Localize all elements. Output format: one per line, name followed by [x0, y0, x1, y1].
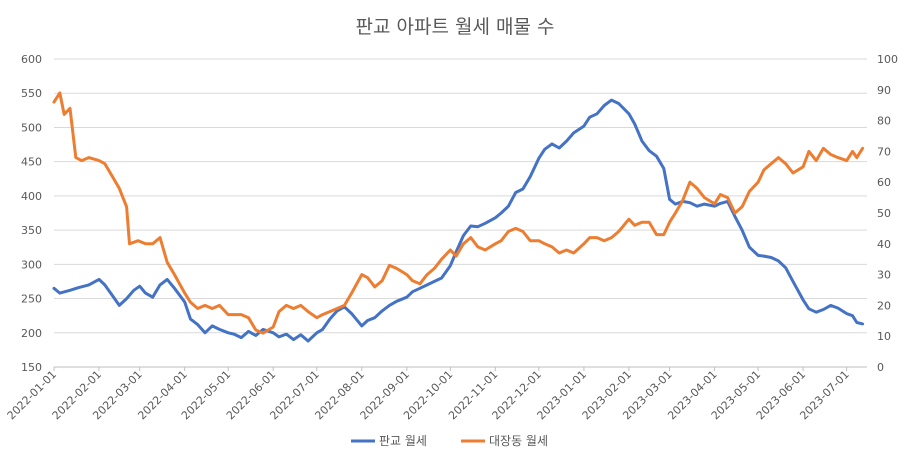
legend-label-1: 판교 월세: [379, 434, 427, 448]
right-y-tick-label: 30: [877, 269, 891, 282]
series-lines: [52, 91, 865, 343]
legend-label-2: 대장동 월세: [489, 434, 548, 448]
right-y-tick-label: 10: [877, 330, 891, 343]
right-y-tick-label: 60: [877, 176, 891, 189]
right-y-tick-label: 20: [877, 299, 891, 312]
left-axis-ticks: 150 200 250 300 350 400 450 500 550 600: [21, 53, 42, 374]
grid-lines: [54, 58, 867, 368]
left-y-tick-label: 150: [21, 361, 42, 374]
right-y-tick-label: 80: [877, 115, 891, 128]
left-y-tick-label: 450: [21, 156, 42, 169]
legend: 판교 월세 대장동 월세: [351, 434, 548, 448]
right-y-tick-label: 70: [877, 145, 891, 158]
right-y-tick-label: 90: [877, 84, 891, 97]
left-y-tick-label: 350: [21, 224, 42, 237]
left-y-tick-label: 500: [21, 121, 42, 134]
chart-title: 판교 아파트 월세 매물 수: [355, 16, 555, 38]
left-y-tick-label: 550: [21, 87, 42, 100]
series-line-1: [52, 98, 865, 343]
right-y-tick-label: 0: [877, 361, 884, 374]
left-y-tick-label: 600: [21, 53, 42, 66]
left-y-tick-label: 250: [21, 293, 42, 306]
left-y-tick-label: 400: [21, 190, 42, 203]
x-axis-ticks: 2022-01-012022-02-012022-03-012022-04-01…: [5, 366, 867, 422]
right-y-tick-label: 50: [877, 207, 891, 220]
left-y-tick-label: 200: [21, 327, 42, 340]
right-axis-ticks: 0 10 20 30 40 50 60 70 80 90 100: [877, 53, 898, 374]
right-y-tick-label: 40: [877, 238, 891, 251]
right-y-tick-label: 100: [877, 53, 898, 66]
series-line-2: [52, 91, 865, 335]
left-y-tick-label: 300: [21, 258, 42, 271]
